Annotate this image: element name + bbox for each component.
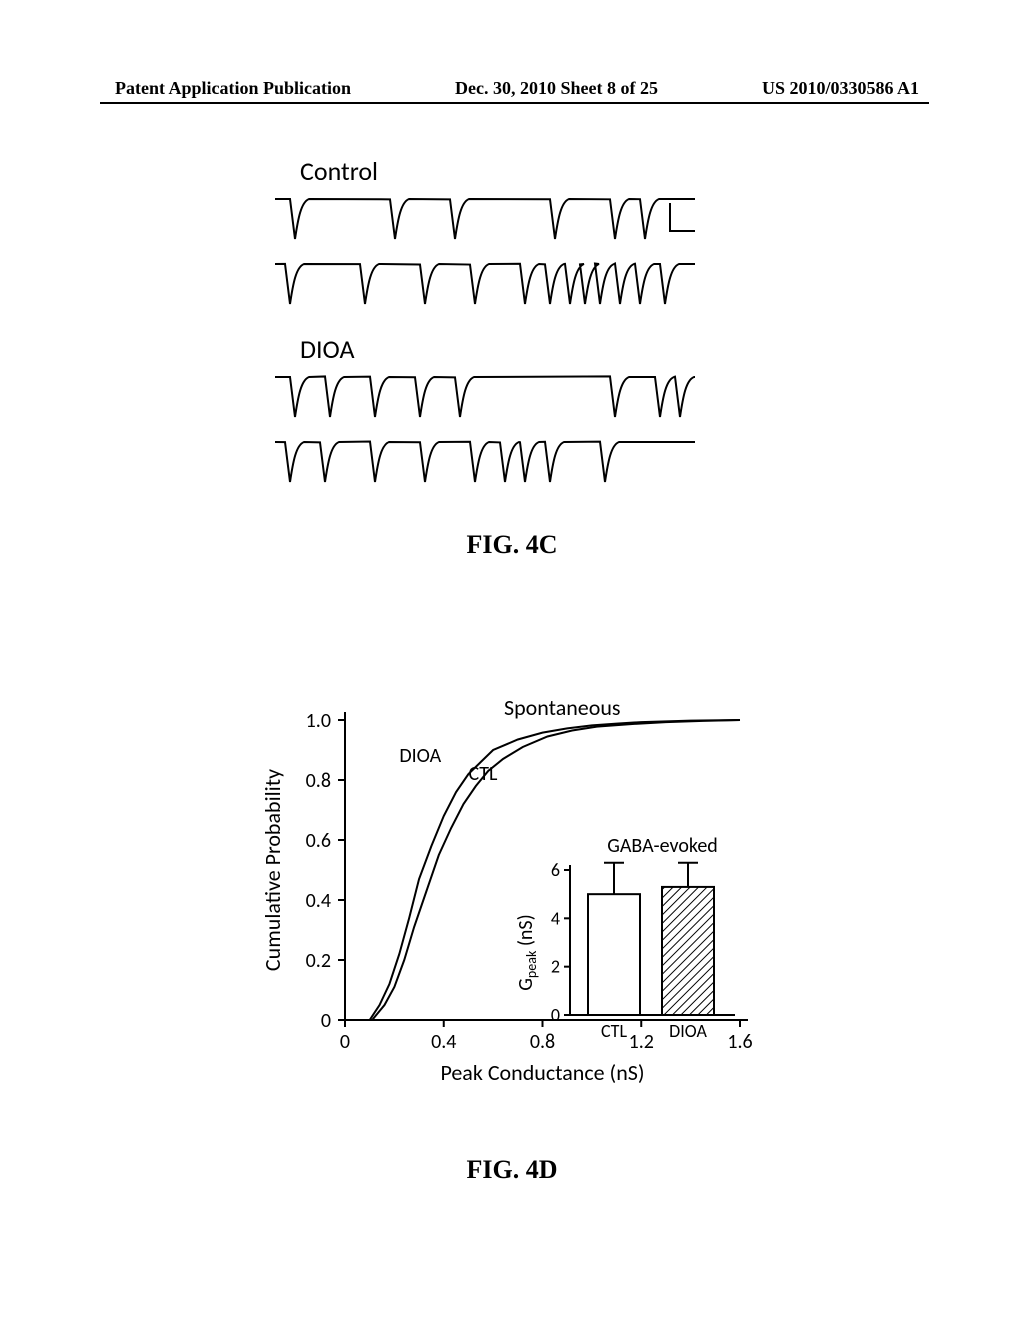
fig4c-dioa-trace1: [275, 369, 695, 429]
header-right: US 2010/0330586 A1: [762, 78, 919, 99]
fig4c-control-trace1: [275, 191, 695, 251]
svg-text:0: 0: [321, 1009, 331, 1033]
svg-text:0: 0: [340, 1030, 350, 1054]
header-left: Patent Application Publication: [115, 78, 351, 99]
svg-text:DIOA: DIOA: [669, 1020, 707, 1042]
svg-text:1.2: 1.2: [629, 1030, 654, 1054]
fig4d-caption: FIG. 4D: [0, 1155, 1024, 1185]
fig4c-label-dioa: DIOA: [300, 333, 725, 365]
svg-text:0: 0: [551, 1004, 560, 1026]
svg-text:Peak Conductance (nS): Peak Conductance (nS): [440, 1059, 644, 1086]
svg-text:0.4: 0.4: [431, 1030, 456, 1054]
svg-text:Cumulative Probability: Cumulative Probability: [259, 769, 286, 971]
svg-text:6: 6: [551, 859, 560, 881]
page-header: Patent Application Publication Dec. 30, …: [0, 78, 1024, 99]
svg-text:4: 4: [551, 907, 560, 929]
svg-text:0.8: 0.8: [306, 769, 331, 793]
svg-text:0.2: 0.2: [306, 949, 331, 973]
svg-text:0.4: 0.4: [306, 889, 331, 913]
fig4c-control-trace2: [275, 256, 695, 316]
svg-text:Gpeak (nS): Gpeak (nS): [514, 914, 540, 990]
fig4c-label-control: Control: [300, 155, 725, 187]
fig4c-caption: FIG. 4C: [0, 530, 1024, 560]
fig4c-panel: Control DIOA: [265, 155, 725, 499]
svg-text:CTL: CTL: [601, 1020, 627, 1042]
fig4d-chart: 0 0.2 0.4 0.6 0.8 1.0 0 0.4 0.8 1.2 1.6 DIOA CTL Spon…: [250, 690, 780, 1110]
header-center: Dec. 30, 2010 Sheet 8 of 25: [455, 78, 658, 99]
svg-text:1.6: 1.6: [727, 1030, 752, 1054]
fig4c-dioa-trace2: [275, 434, 695, 494]
header-rule: [100, 102, 929, 104]
svg-text:0.8: 0.8: [530, 1030, 555, 1054]
fig4d-panel: 0 0.2 0.4 0.6 0.8 1.0 0 0.4 0.8 1.2 1.6 DIOA CTL Spon…: [250, 690, 780, 1110]
svg-text:CTL: CTL: [468, 762, 498, 786]
svg-text:2: 2: [551, 956, 560, 978]
svg-text:1.0: 1.0: [306, 709, 331, 733]
svg-text:0.6: 0.6: [306, 829, 331, 853]
svg-text:Spontaneous: Spontaneous: [504, 694, 621, 721]
svg-text:DIOA: DIOA: [399, 744, 441, 768]
svg-text:GABA-evoked: GABA-evoked: [607, 834, 718, 858]
